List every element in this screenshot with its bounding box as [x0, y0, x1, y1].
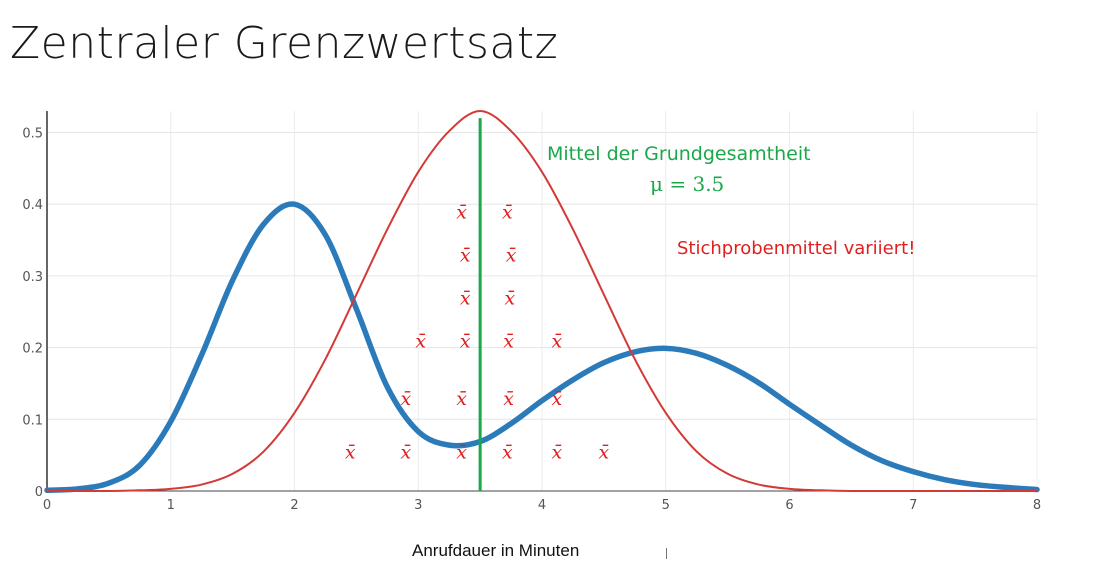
sample-mean-marker: x̄ — [401, 442, 412, 464]
sample-mean-marker: x̄ — [401, 388, 412, 410]
x-tick-label: 0 — [43, 498, 51, 513]
sample-mean-marker: x̄ — [460, 288, 471, 310]
sample-mean-marker: x̄ — [506, 245, 517, 267]
sample-mean-marker: x̄ — [460, 331, 471, 353]
sample-mean-marker: x̄ — [551, 388, 562, 410]
y-tick-label: 0.2 — [22, 342, 43, 357]
series-line — [46, 110, 1038, 493]
sample-mean-marker: x̄ — [551, 331, 562, 353]
x-tick-label: 5 — [662, 498, 670, 513]
y-tick-label: 0.3 — [22, 270, 43, 285]
y-tick-label: 0.4 — [22, 198, 43, 213]
annotations-group: Mittel der Grundgesamtheit μ = 3.5 Stichpr… — [547, 143, 915, 259]
x-tick-label: 7 — [909, 498, 917, 513]
y-tick-label: 0 — [35, 485, 43, 500]
x-tick-label: 3 — [414, 498, 422, 513]
y-tick-label: 0.1 — [22, 413, 43, 428]
sample-mean-marker: x̄ — [551, 442, 562, 464]
sample-mean-marker: x̄ — [503, 388, 514, 410]
chart-ticks: 0 1 2 3 4 5 6 7 8 0 0.1 0.2 0.3 0.4 0.5 — [22, 127, 1041, 513]
sample-mean-marker: x̄ — [456, 388, 467, 410]
y-tick-label: 0.5 — [22, 127, 43, 142]
x-tick-label: 6 — [785, 498, 793, 513]
x-tick-label: 2 — [290, 498, 298, 513]
sample-mean-marker: x̄ — [503, 331, 514, 353]
sample-mean-marker: x̄ — [502, 442, 513, 464]
slide-title: Zentraler Grenzwertsatz — [10, 18, 559, 69]
sample-mean-marker: x̄ — [415, 331, 426, 353]
series-line — [44, 201, 1040, 494]
chart-curves — [44, 110, 1040, 494]
chart-grid — [47, 111, 1038, 491]
sample-mean-marker: x̄ — [599, 442, 610, 464]
x-axis-label: Anrufdauer in Minuten — [412, 541, 580, 560]
sample-mean-marker: x̄ — [456, 202, 467, 224]
mean-annotation-title: Mittel der Grundgesamtheit — [547, 143, 811, 165]
sample-mean-marker: x̄ — [502, 202, 513, 224]
cursor-mark — [666, 548, 667, 559]
sample-mean-marker: x̄ — [456, 442, 467, 464]
sample-annotation: Stichprobenmittel variiert! — [677, 238, 915, 259]
x-tick-label: 1 — [167, 498, 175, 513]
x-tick-label: 4 — [538, 498, 546, 513]
sample-means-group: x̄ x̄ x̄ x̄ x̄ x̄ x̄ x̄ x̄ x̄ x̄ x̄ x̄ x̄ x̄ x̄ x̄ x̄ x̄ x̄ — [345, 202, 610, 464]
sample-mean-marker: x̄ — [504, 288, 515, 310]
x-tick-label: 8 — [1033, 498, 1041, 513]
sample-mean-marker: x̄ — [460, 245, 471, 267]
sample-mean-marker: x̄ — [345, 442, 356, 464]
mean-annotation-formula: μ = 3.5 — [650, 172, 724, 196]
